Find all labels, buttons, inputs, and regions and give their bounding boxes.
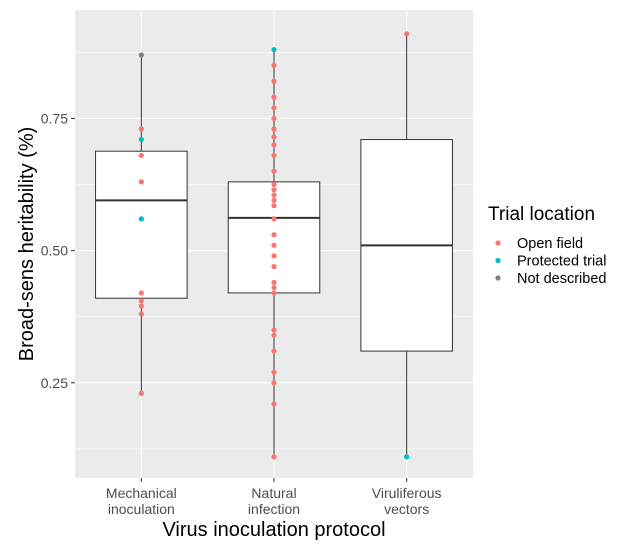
data-point (271, 115, 277, 122)
y-tick-label: 0.50 (41, 243, 68, 259)
data-point (271, 285, 277, 291)
data-point (271, 168, 277, 174)
data-point (271, 253, 277, 259)
box-vir (360, 33, 453, 457)
data-point (271, 94, 277, 100)
data-point (404, 31, 410, 37)
data-point (138, 290, 144, 296)
data-point (271, 401, 277, 407)
data-point (271, 232, 277, 238)
legend-label-protected: Protected trial (517, 254, 606, 270)
legend-key-protected (495, 257, 501, 264)
data-point (271, 290, 277, 296)
boxes (95, 33, 453, 457)
data-point (138, 126, 144, 132)
legend-key-open (495, 240, 501, 246)
data-point (271, 454, 277, 460)
data-point (271, 62, 277, 69)
data-point (138, 152, 144, 159)
data-point (271, 203, 277, 209)
data-point (404, 454, 410, 460)
data-point (271, 197, 277, 203)
legend-key-nd (495, 275, 501, 281)
data-point (271, 216, 277, 222)
data-point (271, 134, 277, 140)
data-point (138, 303, 144, 309)
y-axis: 0.25 0.50 0.75 (41, 110, 75, 391)
data-point (138, 216, 144, 222)
data-point (271, 187, 277, 193)
data-point (271, 332, 277, 338)
legend-title: Trial location (488, 204, 595, 225)
x-tick-label: Natural (251, 485, 296, 501)
data-point (138, 52, 144, 58)
data-point (138, 179, 144, 185)
legend-label-nd: Not described (517, 271, 606, 287)
data-point (271, 47, 277, 53)
x-tick-label: inoculation (108, 501, 175, 517)
data-point (138, 390, 144, 396)
y-tick-label: 0.75 (41, 110, 68, 126)
x-tick-label: Mechanical (106, 485, 177, 501)
data-point (271, 192, 277, 198)
data-point (271, 152, 277, 159)
data-point (271, 380, 277, 386)
data-point (271, 327, 277, 333)
x-axis-title: Virus inoculation protocol (162, 519, 385, 541)
data-point (271, 369, 277, 375)
data-points (138, 31, 410, 460)
legend-label-open: Open field (517, 236, 583, 252)
legend: Trial location Open field Protected trial… (488, 204, 606, 287)
x-tick-label: Viruliferous (372, 485, 442, 501)
box-body (95, 150, 188, 299)
data-point (138, 311, 144, 317)
data-point (271, 105, 277, 111)
data-point (271, 142, 277, 148)
data-point (271, 348, 277, 354)
data-point (271, 126, 277, 132)
box-mech (95, 54, 188, 394)
x-tick-label: vectors (384, 501, 429, 517)
x-tick-label: infection (248, 501, 300, 517)
data-point (271, 181, 277, 188)
data-point (271, 78, 277, 84)
data-point (271, 263, 277, 270)
y-axis-title: Broad-sens heritability (%) (16, 127, 38, 362)
data-point (271, 279, 277, 285)
data-point (271, 242, 277, 248)
y-tick-label: 0.25 (41, 375, 68, 391)
data-point (138, 298, 144, 304)
data-point (138, 136, 144, 143)
